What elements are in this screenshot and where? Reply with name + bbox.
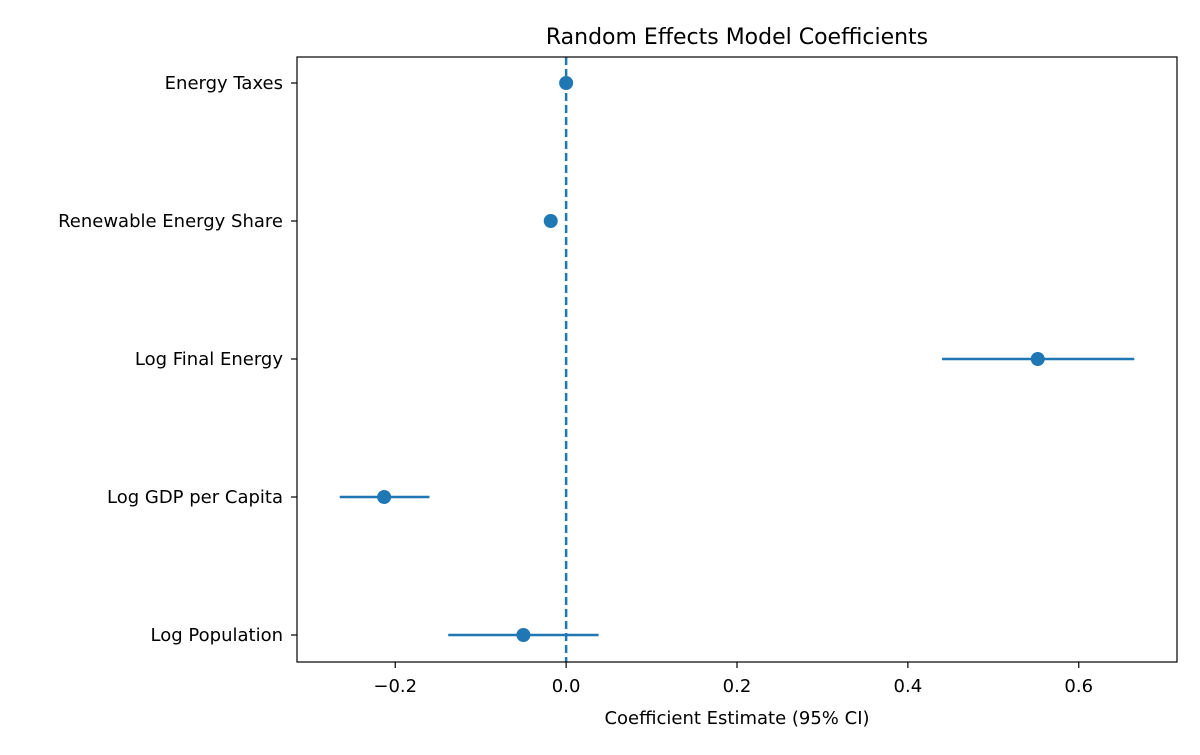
x-tick-label: 0.2 [723, 676, 752, 697]
data-point [1030, 352, 1045, 366]
y-tick-label: Log Final Energy [135, 349, 283, 370]
y-tick-label: Energy Taxes [165, 73, 283, 94]
plot-frame [296, 56, 1178, 663]
data-point [377, 490, 392, 504]
y-tick-label: Renewable Energy Share [58, 211, 283, 232]
chart-title: Random Effects Model Coefficients [546, 25, 928, 50]
y-tick-label: Log GDP per Capita [107, 487, 283, 508]
data-point [559, 76, 574, 90]
x-tick-label: 0.6 [1064, 676, 1093, 697]
y-tick-label: Log Population [151, 625, 283, 646]
plot-area: −0.2 0.0 0.2 0.4 0.6 Energy Taxes Renewable En… [58, 57, 1135, 697]
x-tick-label: 0.0 [552, 676, 581, 697]
x-tick-label: 0.4 [894, 676, 923, 697]
data-point [516, 628, 531, 642]
x-tick-label: −0.2 [373, 676, 417, 697]
x-axis-label: Coefficient Estimate (95% CI) [604, 708, 869, 729]
data-point [543, 214, 558, 228]
